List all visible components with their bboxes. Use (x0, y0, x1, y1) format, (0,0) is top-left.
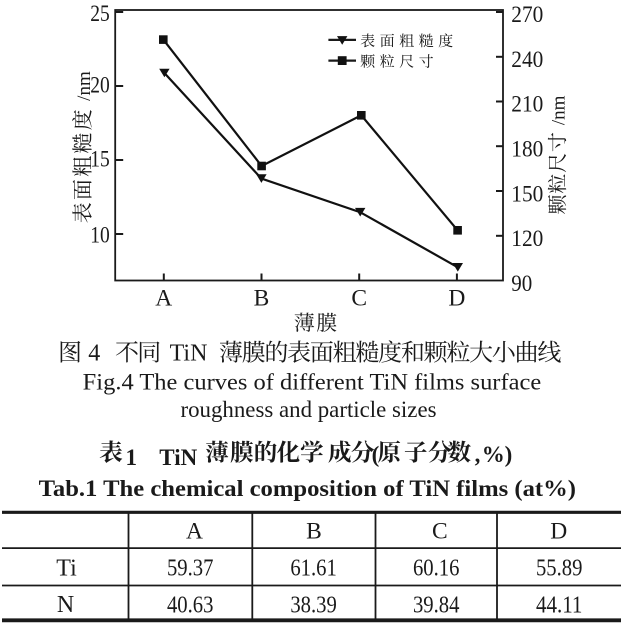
svg-text:90: 90 (511, 271, 532, 297)
svg-text:): ) (505, 442, 513, 467)
svg-text:240: 240 (511, 47, 543, 73)
svg-text:(: ( (372, 442, 380, 467)
svg-text:/nm: /nm (549, 95, 570, 125)
svg-text:20: 20 (90, 72, 110, 98)
svg-text:44.11: 44.11 (536, 591, 583, 618)
svg-text:C: C (432, 519, 448, 545)
svg-text:TiN: TiN (170, 341, 208, 367)
svg-text:B: B (254, 285, 270, 311)
svg-text:1: 1 (125, 445, 137, 470)
svg-text:Fig.4 The curves of different: Fig.4 The curves of different TiN films … (83, 370, 542, 396)
svg-text:150: 150 (511, 181, 543, 207)
svg-text:180: 180 (511, 137, 543, 163)
svg-text:10: 10 (90, 223, 110, 249)
svg-text:61.61: 61.61 (290, 555, 337, 582)
svg-text:TiN: TiN (159, 445, 197, 470)
svg-text:/nm: /nm (74, 71, 95, 101)
svg-text:38.39: 38.39 (290, 591, 337, 618)
svg-text:D: D (550, 519, 567, 545)
svg-text:N: N (57, 592, 74, 618)
svg-text:A: A (186, 519, 203, 545)
svg-text:40.63: 40.63 (167, 591, 214, 618)
svg-text:210: 210 (511, 92, 543, 118)
svg-text:C: C (351, 285, 367, 311)
svg-text:25: 25 (90, 1, 110, 27)
svg-text:55.89: 55.89 (536, 555, 583, 582)
svg-text:D: D (448, 285, 465, 311)
svg-text:Ti: Ti (56, 555, 77, 581)
svg-text:roughness and particle sizes: roughness and particle sizes (181, 397, 437, 423)
svg-text:A: A (155, 285, 172, 311)
svg-text:B: B (306, 519, 322, 545)
svg-text:Tab.1 The chemical compositio: Tab.1 The chemical composition of TiN fi… (39, 476, 576, 502)
svg-text:120: 120 (511, 226, 543, 252)
svg-text:59.37: 59.37 (167, 555, 214, 582)
svg-text:60.16: 60.16 (413, 555, 460, 582)
svg-text:270: 270 (511, 2, 543, 28)
svg-text:,: , (475, 442, 481, 467)
svg-text:15: 15 (90, 147, 110, 173)
svg-text:%: % (482, 442, 505, 467)
svg-text:39.84: 39.84 (413, 591, 460, 618)
svg-text:4: 4 (88, 341, 100, 367)
